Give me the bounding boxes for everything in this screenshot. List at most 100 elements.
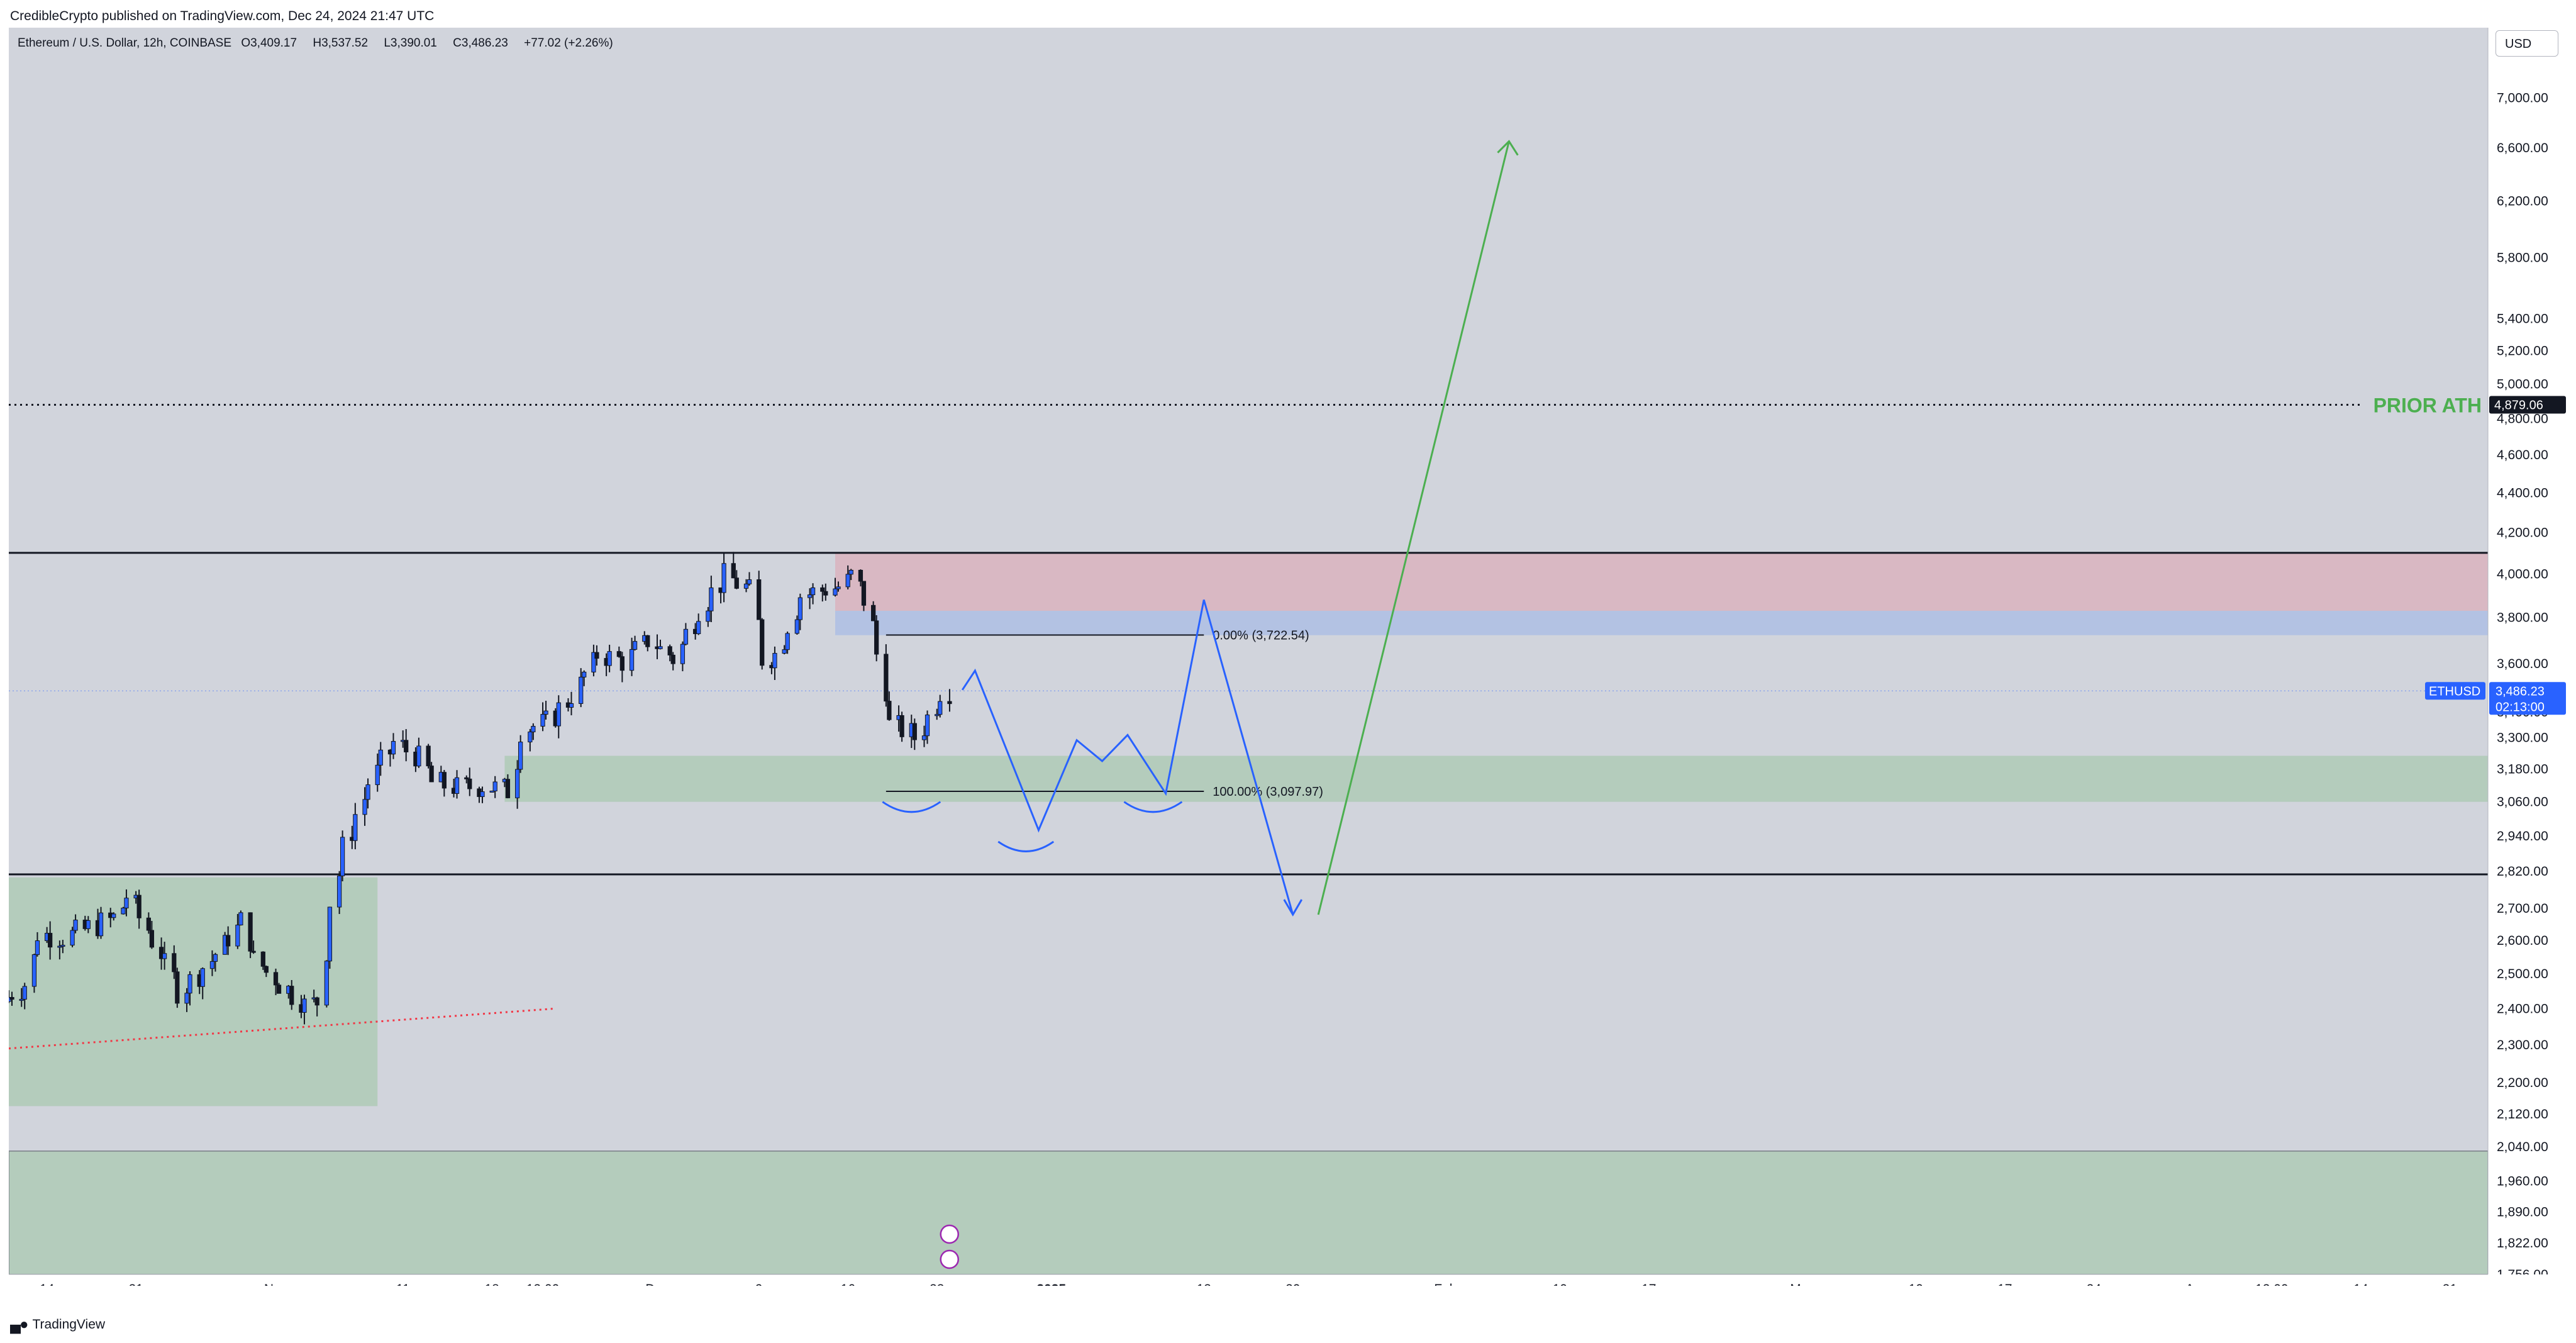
price-tick-label: 6,600.00: [2497, 141, 2548, 155]
candle-body: [73, 920, 78, 931]
candle-body: [22, 986, 27, 1000]
candle: [248, 912, 253, 959]
time-tick-label: Mar: [1790, 1282, 1813, 1286]
price-chart[interactable]: 0.00% (3,722.54) 100.00% (3,097.97) PRIOR …: [9, 28, 2567, 1286]
candle: [683, 623, 689, 646]
candle-body: [248, 912, 253, 952]
ath-price-tag: [2489, 396, 2566, 414]
candle-body: [273, 972, 279, 986]
time-tick-label: 20: [1285, 1282, 1300, 1286]
zone-green-1: [504, 755, 2489, 802]
candle: [619, 652, 625, 683]
candle: [19, 988, 24, 1007]
zone-blue-3: [835, 611, 2488, 635]
price-tick-label: 1,822.00: [2497, 1236, 2548, 1251]
time-axis-bg: [9, 1274, 2567, 1286]
price-tick-label: 3,060.00: [2497, 795, 2548, 810]
candle-body: [658, 646, 663, 649]
price-tick-label: 4,600.00: [2497, 448, 2548, 462]
candle-body: [747, 579, 752, 584]
candle-body: [518, 742, 523, 770]
candle: [336, 871, 342, 915]
currency-button[interactable]: USD: [2496, 30, 2558, 57]
candle-body: [264, 966, 269, 973]
candle-body: [464, 777, 469, 779]
price-tick-label: 6,200.00: [2497, 194, 2548, 208]
candle-body: [19, 999, 24, 1001]
zone-red-2: [835, 552, 2488, 611]
add-event-icon: [940, 1224, 959, 1244]
candle: [238, 910, 243, 926]
candle-body: [238, 912, 243, 925]
candle: [632, 635, 638, 651]
candle: [543, 700, 548, 720]
pattern-arc-0: [882, 801, 941, 813]
price-tick-label: 2,300.00: [2497, 1038, 2548, 1052]
candle-body: [200, 968, 205, 987]
candle-body: [935, 714, 940, 716]
time-tick-label: 21: [2443, 1282, 2457, 1286]
candle-body: [289, 986, 294, 1005]
candle-body: [375, 764, 380, 786]
candle: [492, 776, 497, 798]
candle-body: [619, 656, 625, 671]
candle: [276, 983, 282, 994]
candle-body: [149, 930, 155, 948]
candle: [9, 991, 14, 1006]
time-tick-label: 12:00: [526, 1282, 560, 1286]
candle-body: [365, 784, 370, 800]
symbol-title[interactable]: Ethereum / U.S. Dollar, 12h, COINBASE: [18, 36, 232, 50]
candle: [912, 718, 917, 750]
open-key: O: [241, 36, 251, 50]
candle-body: [302, 998, 307, 1013]
time-tick-label: 14: [2353, 1282, 2368, 1286]
candle: [579, 668, 584, 708]
candle: [57, 940, 62, 960]
candle: [365, 778, 370, 809]
pattern-arc-1: [997, 840, 1055, 852]
tradingview-logo[interactable]: ▄● TradingView: [10, 1316, 105, 1334]
candle-body: [731, 563, 736, 579]
candle: [556, 695, 561, 738]
time-tick-label: 10: [1553, 1282, 1567, 1286]
candle-body: [9, 997, 14, 1000]
countdown-label: 02:13:00: [2496, 700, 2545, 714]
candle: [845, 565, 850, 589]
price-axis-bg: [2488, 28, 2567, 1286]
candle: [884, 644, 889, 707]
tradingview-logo-icon: ▄●: [10, 1316, 28, 1333]
candle: [111, 912, 116, 921]
candle-body: [861, 581, 867, 606]
time-tick-label: 21: [128, 1282, 143, 1286]
candle-body: [743, 583, 749, 589]
time-tick-label: 10: [1909, 1282, 1923, 1286]
candle: [209, 950, 215, 976]
candle: [935, 708, 940, 720]
candle-body: [492, 781, 497, 791]
candle: [591, 644, 596, 677]
candle: [226, 926, 231, 956]
candle-body: [912, 723, 917, 740]
price-tick-label: 1,890.00: [2497, 1205, 2548, 1220]
low-value: 3,390.01: [390, 36, 437, 50]
candle: [785, 631, 790, 654]
candle-body: [480, 791, 485, 797]
projection-arrowhead: [1283, 899, 1303, 917]
chart-area[interactable]: 0.00% (3,722.54) 100.00% (3,097.97) PRIOR …: [9, 28, 2567, 1286]
candle-body: [324, 961, 330, 1006]
candle-body: [111, 913, 116, 918]
candle-body: [162, 953, 167, 959]
green-arrowhead: [1497, 140, 1519, 156]
candle-body: [514, 769, 520, 798]
candle-body: [235, 924, 240, 947]
candle-body: [426, 745, 431, 767]
candle: [833, 577, 838, 597]
candle: [757, 571, 762, 620]
candle: [213, 952, 218, 972]
candle: [874, 615, 879, 662]
candle: [464, 775, 469, 784]
candle: [260, 951, 265, 970]
candle: [73, 914, 78, 933]
fib-level-label-0: 0.00% (3,722.54): [1213, 629, 1309, 643]
candle: [848, 569, 853, 581]
